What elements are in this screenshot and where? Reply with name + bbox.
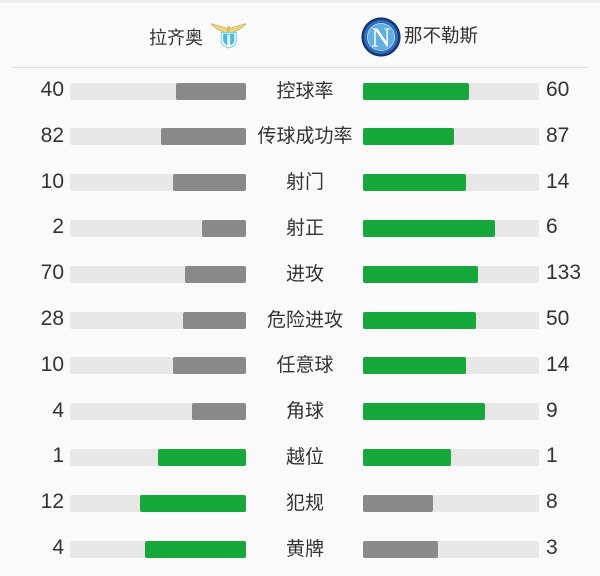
svg-text:N: N — [371, 22, 391, 52]
